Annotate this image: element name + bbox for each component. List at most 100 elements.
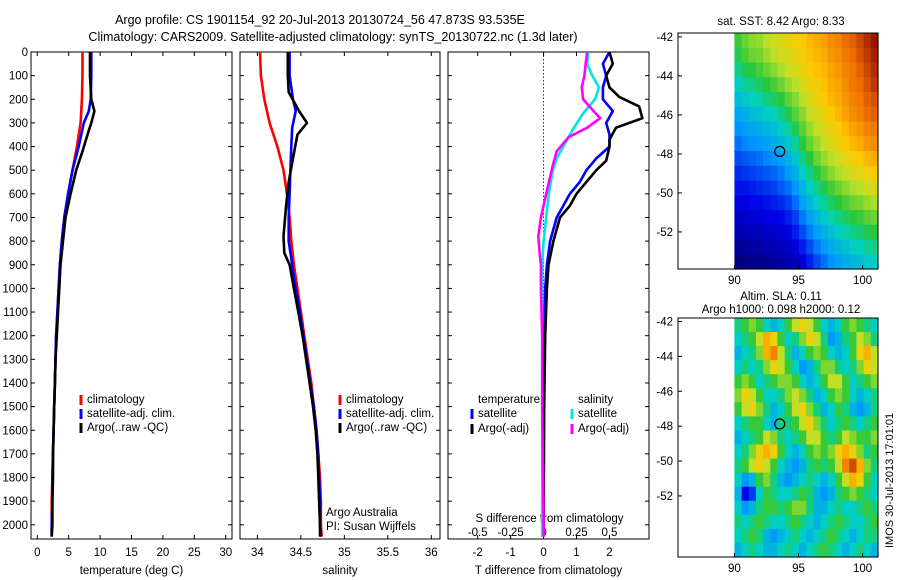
map-cell [755, 180, 764, 196]
map-cell [748, 514, 757, 530]
y-tick-label: 2000 [2, 520, 28, 532]
map-cell [813, 332, 822, 347]
x-tick-label: 100 [853, 275, 872, 287]
map-cell [791, 542, 800, 558]
map-cell [763, 33, 771, 49]
map-cell [863, 346, 872, 361]
map-cell [870, 402, 879, 418]
map-cell [777, 360, 786, 375]
x-tick-label: 34.5 [290, 547, 312, 559]
map-cell [763, 254, 771, 270]
x-tick-label: 35 [338, 547, 351, 559]
y-tick-label: 600 [9, 189, 28, 201]
map-cell [842, 402, 850, 418]
map-cell [813, 444, 822, 460]
map-cell [770, 458, 779, 474]
map-cell [734, 374, 743, 389]
map-cell [863, 472, 872, 488]
map-cell [784, 514, 793, 530]
map-cell [777, 47, 786, 64]
map-cell [784, 458, 793, 474]
map-cell [741, 239, 750, 255]
map-cell [806, 92, 814, 108]
map-cell [863, 136, 872, 152]
temperature-panel: 0100200300400500600700800900100011001200… [2, 47, 233, 577]
map-cell [856, 388, 865, 403]
map-cell [763, 360, 771, 375]
map-cell [763, 151, 771, 167]
map-cell [799, 402, 807, 418]
map-cell [863, 165, 872, 182]
map-cell [734, 62, 743, 78]
sst-map-panel: 90 95 100 -42 -44 -46 -48 -50 -52 sat. SST: 8.42 … [656, 16, 879, 287]
map-cell [806, 210, 814, 226]
map-cell [799, 136, 807, 152]
x2-tick-label: -0.5 [468, 527, 488, 539]
map-cell [870, 486, 879, 502]
x-tick-label: 95 [792, 563, 805, 575]
map-cell [813, 33, 822, 49]
map-cell [806, 374, 814, 389]
map-cell [741, 332, 750, 347]
y-tick-label: 700 [9, 212, 28, 224]
map-cell [870, 374, 879, 389]
map-cell [806, 402, 814, 418]
map-cell [870, 388, 879, 403]
map-cell [813, 416, 822, 432]
map-cell [870, 77, 879, 93]
map-cell [827, 374, 836, 389]
map-cell [820, 542, 829, 558]
map-cell [734, 430, 743, 446]
map-cell [806, 62, 814, 78]
map-cell [755, 239, 764, 255]
map-cell [856, 195, 865, 211]
map-cell [763, 136, 771, 152]
map-cell [755, 500, 764, 516]
map-cell [820, 92, 829, 108]
x-axis-label: salinity [322, 565, 357, 577]
map-cell [741, 528, 750, 544]
y-tick-label: -50 [656, 188, 673, 200]
map-cell [777, 151, 786, 167]
map-cell [870, 500, 879, 516]
map-cell [741, 106, 750, 123]
map-cell [791, 346, 800, 361]
map-frame [677, 32, 879, 270]
map-cell [856, 165, 865, 182]
map-cell [842, 416, 850, 432]
map-cell [748, 528, 757, 544]
map-cell [813, 402, 822, 418]
map-cell [863, 224, 872, 241]
map-cell [734, 165, 743, 182]
map-cell [813, 224, 822, 241]
map-cell [820, 210, 829, 226]
map-cell [863, 47, 872, 64]
map-cell [755, 444, 764, 460]
x-tick-label: 25 [188, 547, 201, 559]
map-cell [856, 514, 865, 530]
map-cell [827, 136, 836, 152]
map-cell [827, 416, 836, 432]
map-cell [770, 486, 779, 502]
map-cell [827, 458, 836, 474]
map-cell [863, 77, 872, 93]
map-cell [870, 33, 879, 49]
map-cell [741, 430, 750, 446]
map-cell [813, 136, 822, 152]
y-tick-label: 100 [9, 71, 28, 83]
map-cell [791, 136, 800, 152]
map-cell [734, 106, 743, 123]
map-cell [863, 444, 872, 460]
map-cell [820, 444, 829, 460]
map-cell [856, 318, 865, 333]
map-cell [770, 77, 779, 93]
map-cell [834, 332, 843, 347]
map-cell [813, 500, 822, 516]
map-cell [799, 239, 807, 255]
map-cell [863, 528, 872, 544]
map-cell [806, 136, 814, 152]
map-cell [813, 318, 822, 333]
map-cell [763, 458, 771, 474]
map-cell [870, 332, 879, 347]
map-cell [741, 360, 750, 375]
